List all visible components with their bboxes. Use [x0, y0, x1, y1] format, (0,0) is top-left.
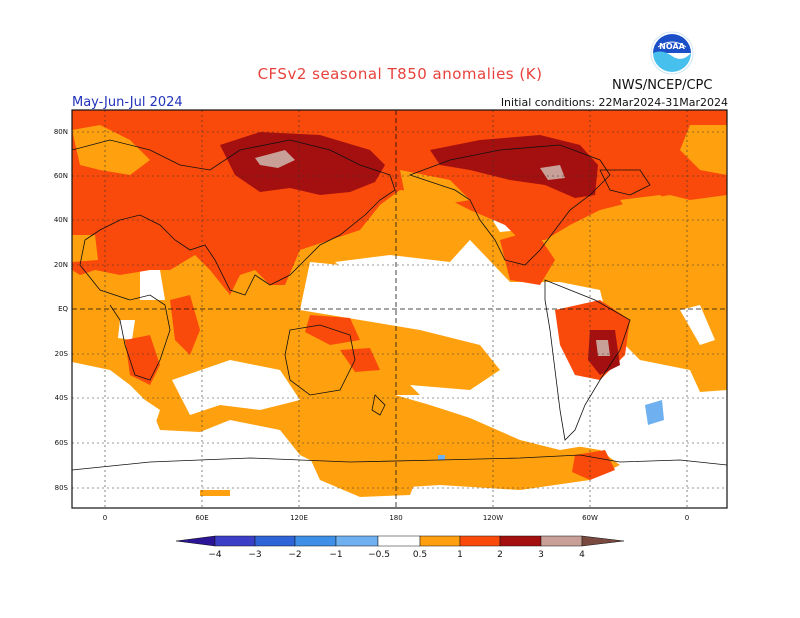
colorbar-tick: 0.5 — [412, 550, 428, 560]
colorbar-tick: 2 — [497, 550, 503, 560]
colorbar-tick: 4 — [579, 550, 585, 560]
anomaly-3-4-region — [255, 150, 295, 168]
map-border — [71, 109, 728, 509]
colorbar-tick: 3 — [538, 550, 544, 560]
colorbar-tick: −0.5 — [368, 550, 390, 560]
lat-label: 60N — [53, 172, 68, 180]
colorbar-tick: −4 — [208, 550, 222, 560]
forecast-period: May-Jun-Jul 2024 — [72, 95, 183, 110]
lon-label: 60W — [582, 514, 598, 522]
colorbar-tick: −1 — [329, 550, 343, 560]
svg-text:NOAA: NOAA — [659, 42, 685, 51]
colorbar-tick: 1 — [457, 550, 463, 560]
org-label: NWS/NCEP/CPC — [612, 78, 713, 93]
lon-label: 120E — [290, 514, 308, 522]
lat-label: 80S — [54, 484, 68, 492]
graticule — [72, 110, 727, 508]
noaa-logo: NOAA — [650, 31, 694, 75]
colorbar-tick: −2 — [288, 550, 302, 560]
lat-label: 60S — [54, 439, 68, 447]
anomaly-2-3-region — [220, 132, 385, 195]
lat-label: 40N — [53, 216, 68, 224]
lon-label: 60E — [195, 514, 209, 522]
colorbar-tick: −3 — [248, 550, 262, 560]
lat-label: EQ — [58, 305, 68, 313]
equator-dateline — [72, 110, 727, 508]
lon-label: 180 — [389, 514, 403, 522]
map-title: CFSv2 seasonal T850 anomalies (K) — [257, 65, 543, 83]
colorbar — [175, 535, 625, 547]
coastlines — [72, 139, 727, 471]
lon-label: 0 — [684, 514, 690, 522]
lat-label: 20S — [54, 350, 68, 358]
lon-label: 0 — [102, 514, 108, 522]
lat-label: 40S — [54, 394, 68, 402]
lat-label: 80N — [53, 128, 68, 136]
lat-label: 20N — [53, 261, 68, 269]
lon-label: 120W — [482, 514, 504, 522]
initial-conditions: Initial conditions: 22Mar2024-31Mar2024 — [500, 96, 728, 109]
